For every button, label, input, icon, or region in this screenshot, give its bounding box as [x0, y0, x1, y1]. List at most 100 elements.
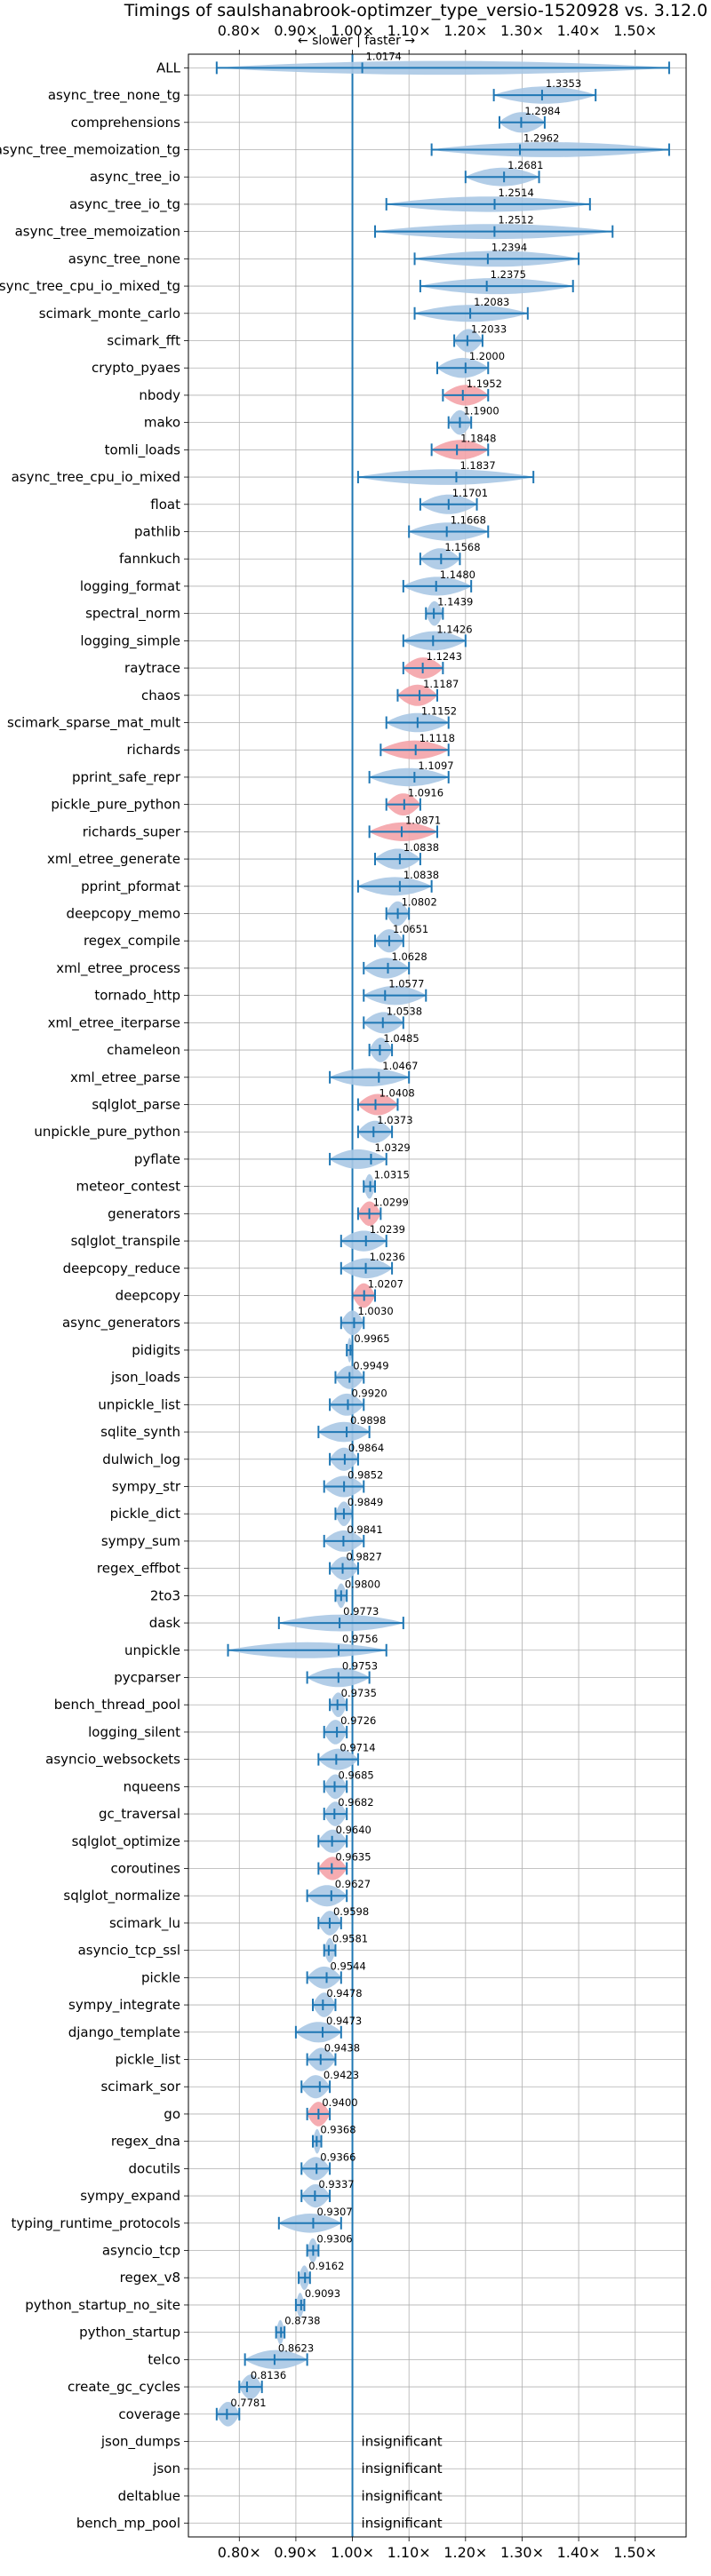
category-label: asyncio_tcp — [102, 2243, 180, 2260]
category-label: async_generators — [62, 1315, 180, 1332]
category-label: json_dumps — [100, 2434, 180, 2451]
category-label: pprint_safe_repr — [72, 769, 181, 786]
category-label: typing_runtime_protocols — [11, 2215, 180, 2232]
category-label: pidigits — [132, 1342, 180, 1358]
category-label: richards_super — [83, 823, 181, 840]
category-label: chaos — [141, 688, 180, 704]
category-label: unpickle — [124, 1642, 180, 1658]
value-label: 0.8623 — [278, 2341, 314, 2354]
value-label: 0.9307 — [316, 2206, 352, 2218]
category-label: sympy_expand — [80, 2188, 180, 2205]
value-label: 1.0315 — [374, 1169, 410, 1181]
category-label: python_startup — [79, 2325, 180, 2341]
value-label: 1.1848 — [460, 432, 496, 444]
x-tick-label-top: 1.10× — [387, 22, 431, 39]
value-label: 1.0838 — [403, 869, 439, 881]
direction-note: ← slower | faster → — [298, 34, 415, 48]
value-label: 1.2083 — [474, 296, 509, 308]
category-label: async_tree_memoization_tg — [0, 142, 180, 159]
label-layer: ALL async_tree_none_tg comprehensions async… — [0, 50, 581, 2532]
value-label: 0.9753 — [342, 1660, 378, 1673]
value-label: 1.2394 — [491, 241, 527, 253]
category-label: coroutines — [110, 1861, 180, 1877]
x-tick-label-bottom: 1.00× — [331, 2544, 374, 2561]
category-label: sqlglot_parse — [92, 1097, 180, 1114]
value-label: 0.8136 — [251, 2369, 286, 2381]
x-tick-label-top: 0.90× — [274, 22, 317, 39]
category-label: xml_etree_process — [56, 960, 180, 977]
value-label: 0.9864 — [348, 1442, 384, 1454]
category-label: crypto_pyaes — [92, 360, 180, 377]
value-label: 1.1187 — [423, 678, 459, 690]
category-label: pickle_dict — [110, 1506, 180, 1523]
value-label: 0.8738 — [284, 2315, 320, 2327]
category-label: scimark_sor — [100, 2079, 180, 2095]
category-label: xml_etree_generate — [47, 851, 180, 868]
value-label: 0.9581 — [332, 1933, 368, 1945]
value-label: 0.9852 — [348, 1469, 383, 1482]
category-label: meteor_contest — [76, 1179, 180, 1196]
category-label: scimark_monte_carlo — [39, 306, 180, 322]
category-label: deepcopy — [116, 1288, 180, 1304]
category-label: gc_traversal — [99, 1806, 180, 1823]
category-label: tornado_http — [94, 988, 180, 1005]
value-label: 1.2033 — [471, 323, 507, 336]
x-tick-label-bottom: 1.50× — [613, 2544, 657, 2561]
category-label: json_loads — [110, 1370, 180, 1387]
value-label: 1.0802 — [402, 896, 437, 909]
value-label: 1.0030 — [357, 1305, 393, 1317]
x-tick-label-bottom: 1.30× — [500, 2544, 544, 2561]
category-label: regex_compile — [84, 933, 180, 950]
value-label: 0.9714 — [340, 1742, 375, 1754]
value-label: 1.0207 — [368, 1278, 403, 1291]
category-label: telco — [148, 2351, 180, 2367]
value-label: 1.3353 — [546, 77, 581, 90]
category-label: async_tree_none_tg — [48, 87, 180, 104]
value-label: 1.2514 — [499, 187, 534, 199]
category-label: pathlib — [134, 524, 180, 540]
value-label: 0.9306 — [316, 2233, 352, 2246]
value-label: 0.9827 — [347, 1551, 382, 1563]
category-label: pprint_pformat — [81, 879, 180, 895]
value-label: 1.0299 — [373, 1196, 409, 1208]
category-label: logging_silent — [88, 1724, 180, 1741]
value-label: 0.9682 — [338, 1796, 373, 1809]
value-label: 1.1668 — [451, 514, 486, 527]
value-label: 1.1118 — [419, 732, 455, 744]
value-label: 0.9366 — [320, 2151, 356, 2163]
category-label: nbody — [139, 387, 180, 403]
value-label: 0.9685 — [339, 1769, 374, 1781]
category-label: xml_etree_iterparse — [48, 1014, 180, 1031]
x-tick-label-bottom: 1.10× — [387, 2544, 431, 2561]
category-label: mako — [144, 415, 180, 431]
value-label: 0.9093 — [305, 2287, 340, 2300]
category-label: sqlglot_optimize — [72, 1833, 180, 1850]
value-label: 0.9841 — [347, 1523, 382, 1536]
category-label: sympy_str — [112, 1479, 181, 1496]
category-label: pickle_list — [115, 2052, 180, 2069]
value-label: 0.9920 — [351, 1387, 387, 1399]
value-label: 1.1152 — [421, 705, 457, 718]
category-label: sqlglot_normalize — [63, 1888, 180, 1904]
category-label: spectral_norm — [85, 606, 180, 623]
category-label: deepcopy_memo — [67, 906, 180, 923]
grid-layer: 0.80× 0.80× 0.90× 0.90× 1.00× 1.00× 1.10× 1.10×… — [184, 22, 686, 2561]
plot-frame — [188, 53, 687, 2538]
insignificant-label: insignificant — [362, 2488, 443, 2504]
value-label: 1.1097 — [418, 759, 453, 772]
category-label: logging_format — [80, 578, 180, 595]
category-label: generators — [108, 1205, 180, 1221]
value-label: 1.1952 — [467, 378, 502, 390]
value-label: 1.0628 — [392, 950, 427, 963]
x-tick-label-top: 1.30× — [500, 22, 544, 39]
category-label: asyncio_tcp_ssl — [78, 1943, 180, 1960]
value-label: 1.0239 — [370, 1223, 405, 1236]
category-label: unpickle_list — [98, 1396, 180, 1413]
value-label: 1.1426 — [436, 623, 472, 635]
value-label: 0.9337 — [318, 2178, 354, 2190]
value-label: 0.9949 — [353, 1360, 388, 1372]
x-tick-label-top: 1.50× — [613, 22, 657, 39]
category-label: unpickle_pure_python — [34, 1124, 180, 1141]
category-label: richards — [126, 742, 180, 758]
